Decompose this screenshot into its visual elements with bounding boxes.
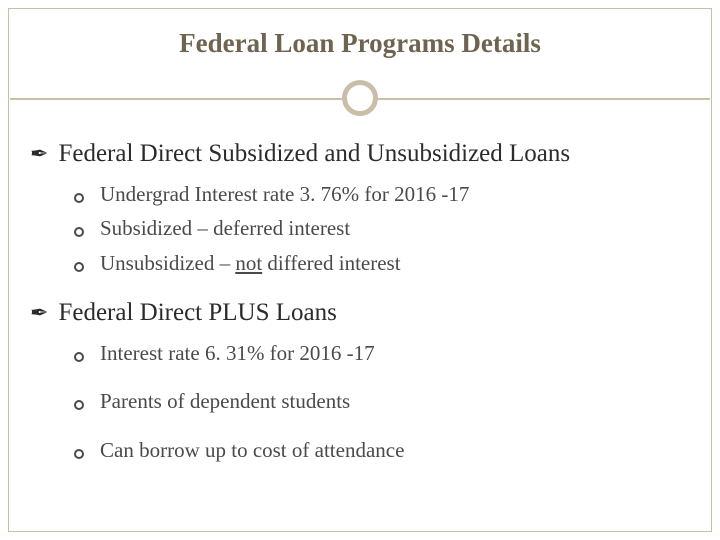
- list-item: Subsidized – deferred interest: [74, 214, 700, 242]
- swirl-bullet-icon: ✒: [30, 302, 48, 324]
- section-heading-text: Federal Direct PLUS Loans: [58, 299, 336, 327]
- section-heading-text: Federal Direct Subsidized and Unsubsidiz…: [58, 140, 570, 168]
- swirl-bullet-icon: ✒: [30, 143, 48, 165]
- section-heading-0: ✒ Federal Direct Subsidized and Unsubsid…: [30, 140, 700, 168]
- list-item: Unsubsidized – not differed interest: [74, 249, 700, 277]
- list-item: Parents of dependent students: [74, 387, 700, 415]
- circle-bullet-icon: [74, 400, 84, 410]
- item-text-pre: Unsubsidized –: [100, 251, 235, 275]
- list-item: Interest rate 6. 31% for 2016 -17: [74, 339, 700, 367]
- item-text-post: differed interest: [262, 251, 400, 275]
- section-heading-1: ✒ Federal Direct PLUS Loans: [30, 299, 700, 327]
- list-item: Undergrad Interest rate 3. 76% for 2016 …: [74, 180, 700, 208]
- item-text: Interest rate 6. 31% for 2016 -17: [100, 339, 375, 367]
- item-text: Subsidized – deferred interest: [100, 214, 350, 242]
- circle-bullet-icon: [74, 227, 84, 237]
- circle-bullet-icon: [74, 193, 84, 203]
- item-text: Parents of dependent students: [100, 387, 350, 415]
- content-area: ✒ Federal Direct Subsidized and Unsubsid…: [30, 140, 700, 486]
- circle-bullet-icon: [74, 449, 84, 459]
- item-text: Undergrad Interest rate 3. 76% for 2016 …: [100, 180, 469, 208]
- sub-list-0: Undergrad Interest rate 3. 76% for 2016 …: [74, 180, 700, 277]
- divider-circle-icon: [342, 80, 378, 116]
- item-text: Can borrow up to cost of attendance: [100, 436, 404, 464]
- list-item: Can borrow up to cost of attendance: [74, 436, 700, 464]
- circle-bullet-icon: [74, 262, 84, 272]
- circle-bullet-icon: [74, 352, 84, 362]
- slide-title: Federal Loan Programs Details: [0, 28, 720, 59]
- item-text: Unsubsidized – not differed interest: [100, 249, 401, 277]
- item-text-underline: not: [235, 251, 262, 275]
- sub-list-1: Interest rate 6. 31% for 2016 -17 Parent…: [74, 339, 700, 464]
